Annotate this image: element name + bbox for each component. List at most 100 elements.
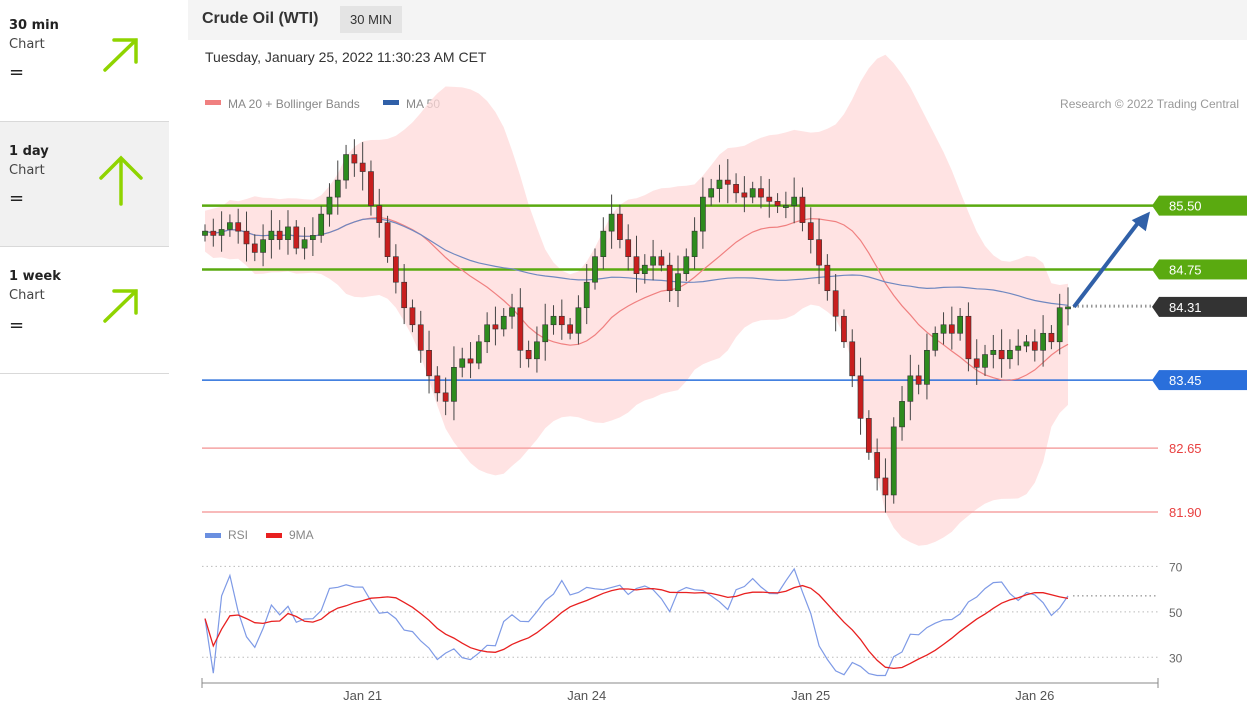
bollinger-band <box>205 54 1068 546</box>
candle-body <box>907 375 914 402</box>
candle-body <box>716 179 723 189</box>
timeframe-sub: Chart <box>9 288 45 303</box>
signal-equal: = <box>9 188 25 209</box>
candle-body <box>368 171 374 206</box>
candle-body <box>1065 306 1071 310</box>
rsi-grid: 70 50 30 <box>202 560 1183 665</box>
candle-body <box>1040 332 1046 351</box>
up-right-arrow-icon <box>103 289 138 323</box>
signal-equal: = <box>9 62 25 83</box>
projection-shaft <box>1072 216 1144 309</box>
candle-body <box>890 426 897 496</box>
timeframe-badge[interactable]: 30 MIN <box>340 6 402 33</box>
timeframe-1day[interactable]: 1 day Chart = <box>0 122 169 247</box>
candle-body <box>301 239 308 249</box>
candle-body <box>459 358 466 368</box>
rsi-9ma-line <box>204 584 1069 670</box>
resistance-label-bg <box>1159 195 1247 216</box>
candle-body <box>973 358 980 368</box>
candlesticks <box>202 139 1071 513</box>
x-tick-label: Jan 21 <box>343 688 382 703</box>
legend-ma20: MA 20 + Bollinger Bands <box>228 97 360 111</box>
resistance-label-pointer <box>1152 259 1159 280</box>
candle-body <box>351 154 358 164</box>
candle-body <box>475 341 482 364</box>
candle-body <box>899 401 905 428</box>
resistance-label-bg <box>1159 259 1247 280</box>
candle-body <box>600 230 607 257</box>
candle-body <box>542 324 549 343</box>
last-price-label: 84.31 <box>1169 300 1202 315</box>
candle-body <box>832 290 839 317</box>
candle-body <box>285 226 291 240</box>
candle-body <box>774 201 781 206</box>
timeframe-30min[interactable]: 30 min Chart = <box>0 0 169 122</box>
candle-body <box>392 256 399 283</box>
candle-body <box>666 264 673 292</box>
projection-head <box>1131 211 1150 232</box>
candle-body <box>293 226 300 249</box>
candle-body <box>617 213 623 240</box>
candle-body <box>857 375 864 419</box>
candle-body <box>334 179 341 198</box>
rsi-level-label: 70 <box>1169 560 1183 574</box>
candle-body <box>451 367 457 402</box>
candle-body <box>534 341 540 360</box>
pivot-label-pointer <box>1152 370 1159 391</box>
candle-body <box>409 307 416 326</box>
candle-body <box>608 213 615 232</box>
instrument-title: Crude Oil (WTI) <box>202 10 319 27</box>
projection-arrow <box>1072 211 1150 309</box>
candle-body <box>243 230 250 245</box>
timeframe-name: 30 min <box>9 18 59 33</box>
candle-body <box>359 162 366 172</box>
candle-body <box>442 392 449 402</box>
candle-body <box>766 196 773 202</box>
legend-rsi: RSI <box>228 528 248 542</box>
candle-body <box>807 222 814 240</box>
candle-body <box>691 230 698 257</box>
rsi-lines <box>204 567 1158 677</box>
candle-body <box>816 239 822 266</box>
candle-body <box>849 341 856 377</box>
candle-body <box>592 256 598 283</box>
candle-body <box>218 229 225 236</box>
pivot-label-bg <box>1159 370 1247 391</box>
resistance-label: 84.75 <box>1169 262 1202 277</box>
level-lines <box>202 204 1158 513</box>
candle-body <box>583 281 590 309</box>
timeframe-sidebar: 30 min Chart = 1 day Chart = 1 week Char… <box>0 0 169 374</box>
candle-body <box>915 375 922 385</box>
candle-body <box>741 192 748 198</box>
support-label: 82.65 <box>1169 441 1202 456</box>
candle-body <box>865 418 872 453</box>
chart-legend: MA 20 + Bollinger Bands MA 50 Research ©… <box>205 97 1239 111</box>
candle-body <box>467 358 474 364</box>
research-credit: Research © 2022 Trading Central <box>1060 97 1239 111</box>
candle-body <box>749 188 756 198</box>
legend-swatch-ma50 <box>383 100 399 105</box>
candle-body <box>874 452 881 479</box>
candle-body <box>426 349 432 377</box>
candle-body <box>268 230 275 240</box>
bollinger-band-area <box>205 54 1068 546</box>
candle-body <box>509 307 515 317</box>
candle-body <box>484 324 491 343</box>
candle-body <box>675 273 681 292</box>
candle-body <box>260 239 266 253</box>
candle-body <box>782 205 789 208</box>
candle-body <box>384 222 391 257</box>
up-arrow-icon <box>99 155 143 206</box>
candle-body <box>799 196 806 223</box>
candle-body <box>1056 307 1063 343</box>
timeframe-sub: Chart <box>9 37 45 52</box>
candle-body <box>940 324 947 334</box>
level-labels: 85.50 84.75 84.31 83.45 82.65 81.90 <box>1152 195 1247 520</box>
signal-equal: = <box>9 315 25 336</box>
timeframe-1week[interactable]: 1 week Chart = <box>0 247 169 374</box>
candle-body <box>525 349 532 360</box>
candle-body <box>641 264 648 275</box>
chart-header: Crude Oil (WTI) 30 MIN <box>188 0 1247 40</box>
candle-body <box>625 239 632 257</box>
